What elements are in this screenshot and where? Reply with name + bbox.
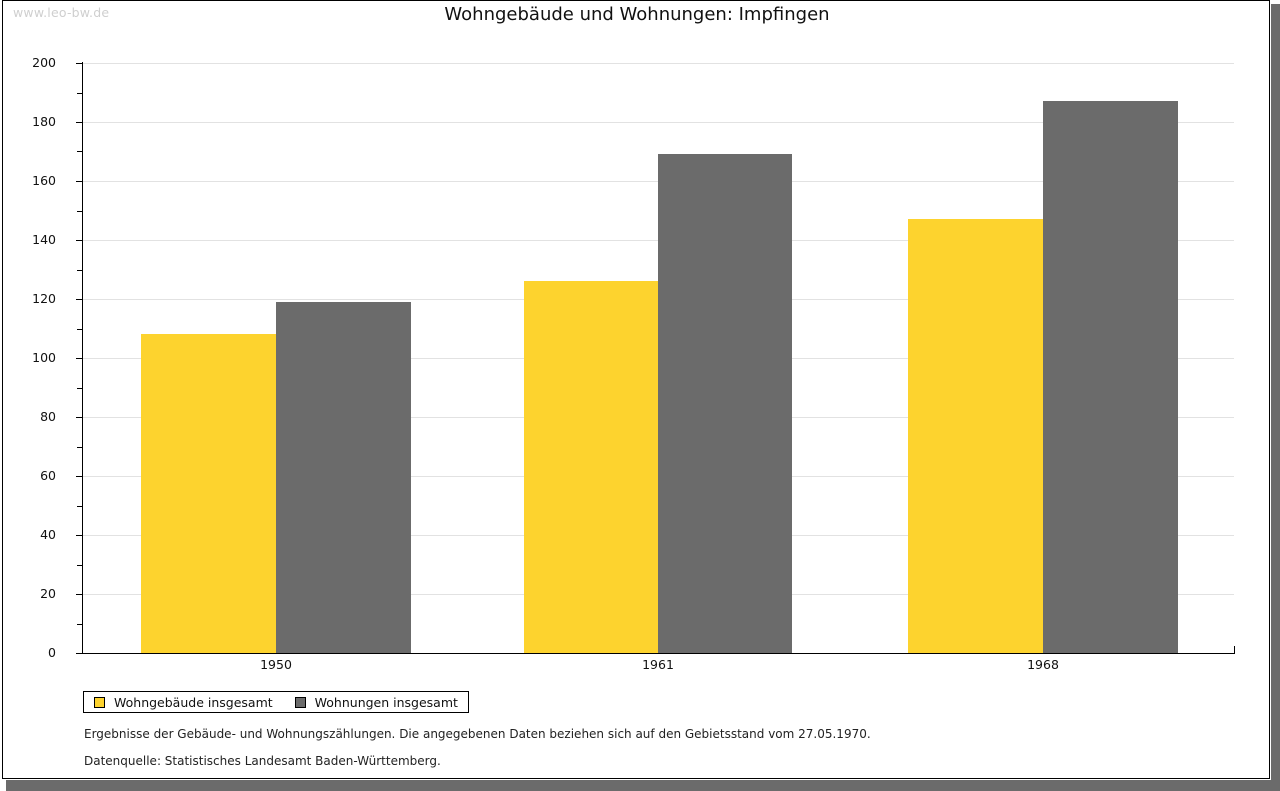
y-tick-minor	[77, 329, 83, 330]
bar	[141, 334, 276, 653]
y-tick-minor	[77, 447, 83, 448]
x-axis-right-tick	[1234, 646, 1235, 654]
y-tick-major	[76, 299, 83, 300]
bar	[276, 302, 411, 653]
y-tick-major	[76, 594, 83, 595]
legend-entry: Wohnungen insgesamt	[294, 694, 458, 710]
y-tick-major	[76, 240, 83, 241]
y-tick-major	[76, 358, 83, 359]
y-tick-major	[76, 181, 83, 182]
bar	[524, 281, 658, 653]
watermark: www.leo-bw.de	[13, 5, 110, 20]
y-tick-label: 140	[32, 232, 56, 247]
legend-swatch-yellow-icon	[94, 696, 105, 708]
y-tick-label: 100	[32, 350, 56, 365]
y-tick-label: 40	[40, 527, 56, 542]
y-tick-label: 200	[32, 55, 56, 70]
y-tick-label: 0	[48, 645, 56, 660]
gridline	[83, 63, 1234, 64]
y-tick-major	[76, 476, 83, 477]
y-tick-label: 80	[40, 409, 56, 424]
y-tick-minor	[77, 151, 83, 152]
legend-swatch-grey-icon	[294, 696, 306, 708]
x-tick-label: 1950	[260, 657, 292, 672]
y-tick-minor	[77, 93, 83, 94]
footnote-source: Datenquelle: Statistisches Landesamt Bad…	[84, 754, 441, 768]
y-tick-minor	[77, 506, 83, 507]
y-tick-major	[76, 122, 83, 123]
y-tick-major	[76, 535, 83, 536]
y-tick-label: 120	[32, 291, 56, 306]
footnote-methodology: Ergebnisse der Gebäude- und Wohnungszähl…	[84, 727, 871, 741]
y-tick-minor	[77, 388, 83, 389]
chart-card: www.leo-bw.de Wohngebäude und Wohnungen:…	[0, 0, 1271, 779]
y-tick-label: 180	[32, 114, 56, 129]
y-axis-line	[82, 62, 83, 654]
bars-layer	[3, 1, 1271, 653]
y-axis-label: Anzahl	[0, 81, 2, 125]
y-tick-minor	[77, 624, 83, 625]
y-tick-minor	[77, 565, 83, 566]
y-tick-label: 60	[40, 468, 56, 483]
y-tick-label: 20	[40, 586, 56, 601]
y-tick-major	[76, 63, 83, 64]
x-tick-label: 1968	[1027, 657, 1059, 672]
bar	[908, 219, 1043, 653]
card-shadow-bottom	[6, 780, 1280, 791]
y-tick-major	[76, 653, 83, 654]
y-tick-label: 160	[32, 173, 56, 188]
gridline	[83, 122, 1234, 123]
y-tick-major	[76, 417, 83, 418]
x-axis-line	[82, 653, 1235, 654]
legend-label: Wohngebäude insgesamt	[114, 694, 273, 710]
legend-entry: Wohngebäude insgesamt	[94, 695, 273, 710]
card-shadow-right	[1271, 4, 1280, 791]
y-tick-minor	[77, 211, 83, 212]
page-title: Wohngebäude und Wohnungen: Impfingen	[444, 4, 830, 25]
y-tick-minor	[77, 270, 83, 271]
legend-label: Wohnungen insgesamt	[314, 694, 458, 710]
chart-legend: Wohngebäude insgesamt Wohnungen insgesamt	[83, 691, 469, 713]
bar	[658, 154, 792, 653]
bar	[1043, 101, 1178, 653]
x-tick-label: 1961	[642, 657, 674, 672]
